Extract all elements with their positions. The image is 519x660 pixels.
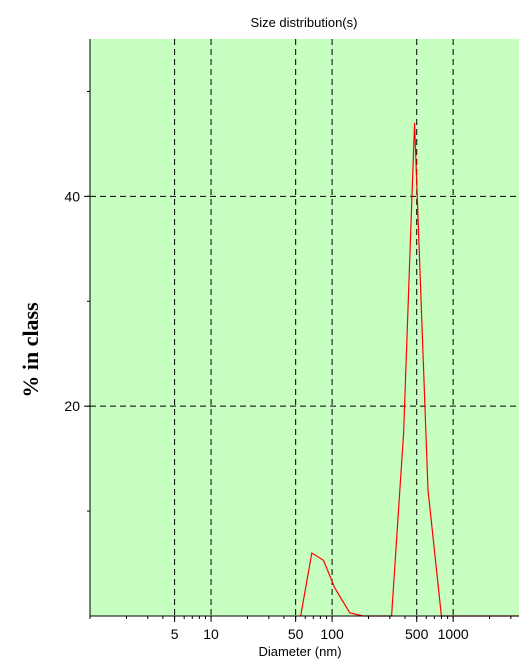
ticks: 5 10 50 100 500 1000 20 40 [64,90,512,642]
x-tick-label: 100 [320,626,344,642]
data-point [311,552,313,554]
data-point [413,122,415,124]
x-axis-label: Diameter (nm) [258,644,341,659]
x-tick-label: 1000 [438,626,469,642]
plot-area [90,39,519,616]
data-point [427,489,429,491]
data-point [349,612,351,614]
data-point [402,431,404,433]
chart-title: Size distribution(s) [251,15,358,30]
y-tick-label: 20 [64,398,80,414]
y-axis-label: % in class [18,302,43,398]
x-tick-label: 5 [171,626,179,642]
grid-lines [90,39,519,616]
y-tick-label: 40 [64,188,80,204]
x-tick-label: 10 [203,626,219,642]
x-tick-label: 50 [288,626,304,642]
data-point [322,559,324,561]
x-tick-label: 500 [405,626,429,642]
data-point [333,586,335,588]
